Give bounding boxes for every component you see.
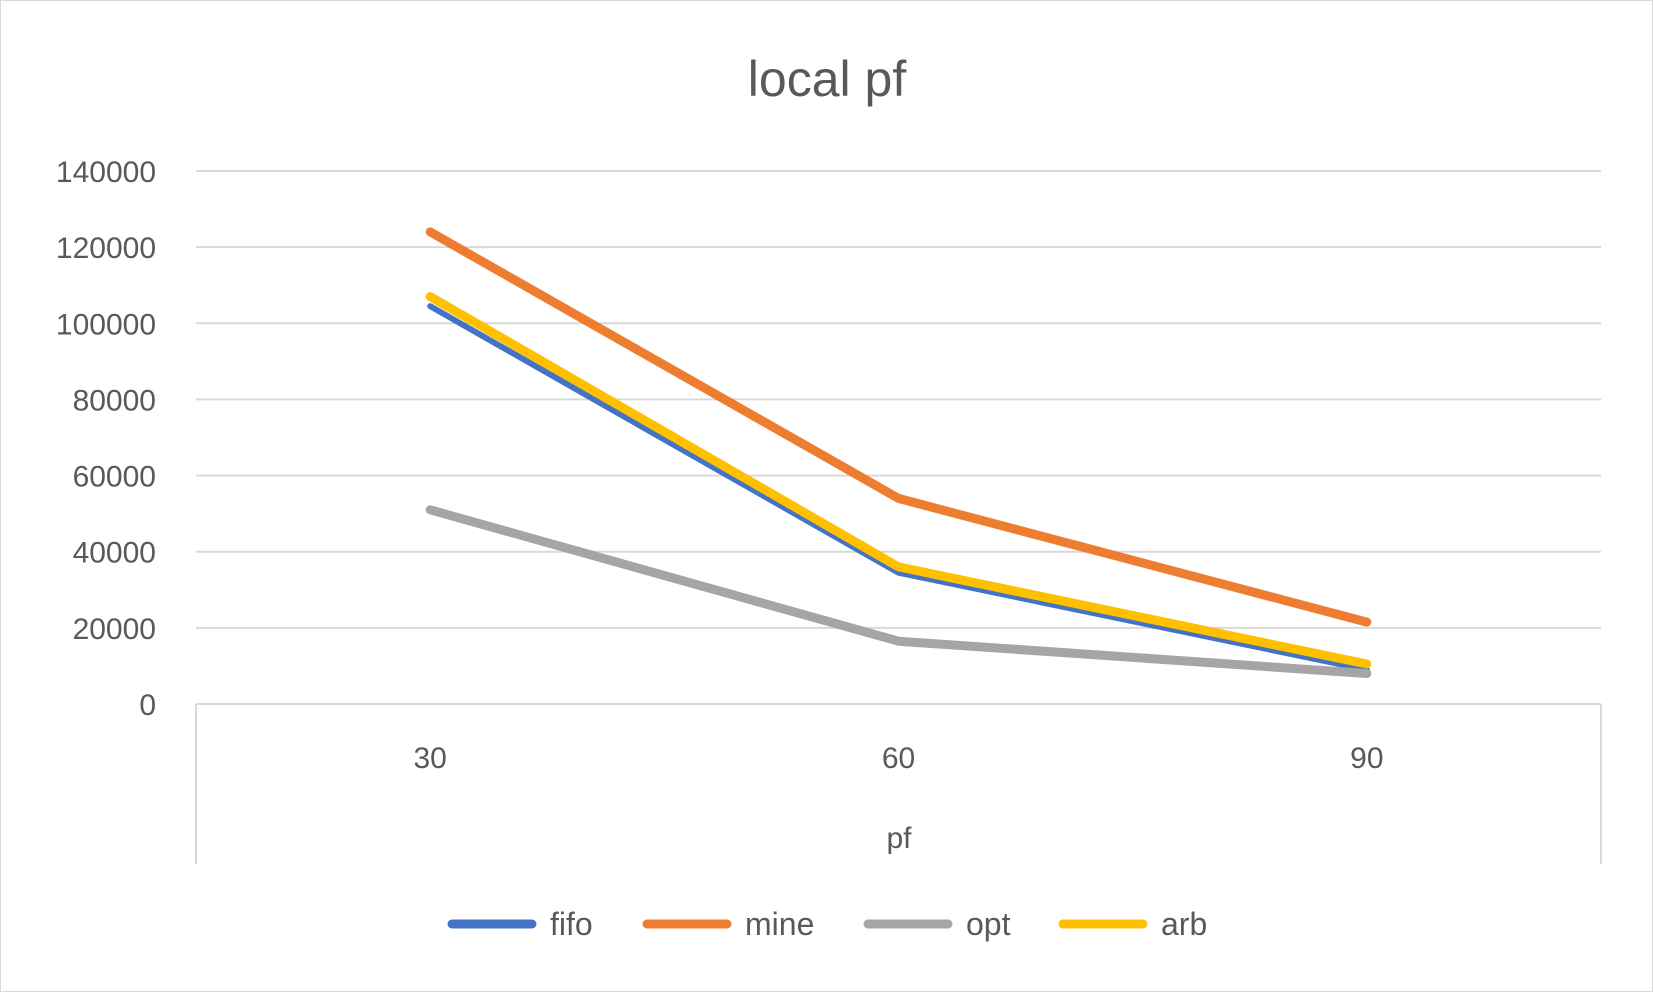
legend-label-opt: opt	[966, 906, 1011, 942]
y-axis: 0 20000 40000 60000 80000 100000 120000 140000	[56, 156, 156, 722]
y-tick-label: 140000	[56, 156, 156, 189]
y-tick-label: 100000	[56, 308, 156, 341]
series-lines	[425, 227, 1372, 678]
legend-label-fifo: fifo	[550, 906, 593, 942]
y-tick-label: 80000	[73, 384, 156, 417]
series-line-arb	[425, 292, 1372, 669]
chart-title: local pf	[748, 51, 907, 107]
y-tick-label: 20000	[73, 613, 156, 646]
x-axis: 30 60 90	[195, 704, 1602, 864]
legend-label-arb: arb	[1161, 906, 1207, 942]
x-tick-label: 60	[882, 742, 915, 775]
x-axis-label: pf	[886, 822, 912, 855]
y-tick-label: 120000	[56, 232, 156, 265]
series-line-fifo	[427, 303, 1370, 673]
x-tick-label: 90	[1350, 742, 1383, 775]
gridlines	[196, 170, 1601, 705]
series-line-opt	[425, 505, 1372, 678]
y-tick-label: 60000	[73, 461, 156, 494]
y-tick-label: 40000	[73, 537, 156, 570]
legend: fifo mine opt arb	[447, 906, 1207, 942]
series-line-mine	[425, 227, 1372, 627]
legend-label-mine: mine	[745, 906, 814, 942]
y-tick-label: 0	[139, 689, 156, 722]
x-tick-label: 30	[413, 742, 446, 775]
